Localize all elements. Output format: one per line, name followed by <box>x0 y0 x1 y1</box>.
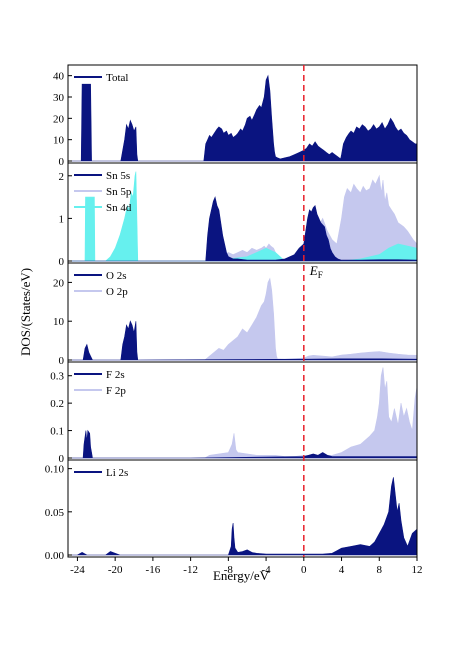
y-tick-label: 20 <box>53 113 65 125</box>
y-tick-label: 40 <box>53 71 65 83</box>
legend-label-f-2s: F 2s <box>106 369 125 381</box>
panel-series-group <box>68 171 417 262</box>
x-tick-label: -12 <box>183 564 198 576</box>
legend-label-sn-5p: Sn 5p <box>106 186 132 198</box>
y-tick-label: 0.05 <box>45 507 65 519</box>
y-axis-label: DOS/(States/eV) <box>18 268 33 356</box>
legend-label-o-2s: O 2s <box>106 270 126 282</box>
y-tick-label: 10 <box>53 316 65 328</box>
y-tick-label: 0 <box>59 156 65 168</box>
x-tick-label: -4 <box>261 564 271 576</box>
fermi-level-subscript: F <box>318 270 323 280</box>
x-tick-label: -20 <box>108 564 123 576</box>
y-tick-label: 0.10 <box>45 464 65 476</box>
panel-series-group <box>68 367 417 459</box>
y-tick-label: 0 <box>59 453 65 465</box>
panel-1: 0 10 20 30 40 Total <box>53 64 418 168</box>
y-tick-label: 0.1 <box>50 426 64 438</box>
legend-label-o-2p: O 2p <box>106 286 128 298</box>
x-tick-label: 8 <box>377 564 383 576</box>
x-tick-label: 12 <box>412 564 423 576</box>
panel-2: 0 1 2 Sn 5s Sn 5p Sn 4d <box>59 162 418 268</box>
fermi-level-symbol: E <box>309 263 318 278</box>
x-tick-label: -8 <box>224 564 234 576</box>
legend-label-sn-5s: Sn 5s <box>106 170 130 182</box>
panel-series-group <box>68 277 417 361</box>
y-tick-label: 30 <box>53 92 65 104</box>
panel-series-group <box>68 74 417 162</box>
x-tick-label: -24 <box>70 564 85 576</box>
y-tick-label: 1 <box>59 213 65 225</box>
x-tick-label: 4 <box>339 564 345 576</box>
series-area-o-2s <box>68 320 417 361</box>
panel-frame <box>67 459 418 558</box>
panel-3: 0 10 20 O 2s O 2p <box>53 262 418 367</box>
panel-4: 0 0.1 0.2 0.3 F 2s F 2p <box>50 361 418 465</box>
legend-label-sn-4d: Sn 4d <box>106 202 132 214</box>
y-tick-label: 0.3 <box>50 371 64 383</box>
y-tick-label: 0 <box>59 355 65 367</box>
series-area-sn-5s <box>68 196 417 262</box>
fermi-level-label: EF <box>309 263 323 280</box>
x-tick-label: -16 <box>146 564 161 576</box>
panel-5: 0.00 0.05 0.10 Li 2s <box>45 459 418 562</box>
x-axis-label: Energy/eV <box>213 568 270 583</box>
series-area-li-2s <box>68 477 417 556</box>
panel-series-group <box>68 477 417 556</box>
y-tick-label: 0.00 <box>45 550 65 562</box>
legend-label-total: Total <box>106 72 128 84</box>
series-area-sn-5p <box>68 174 417 262</box>
series-area-total <box>68 74 417 162</box>
y-tick-label: 0 <box>59 256 65 268</box>
legend-label-f-2p: F 2p <box>106 385 126 397</box>
y-tick-label: 2 <box>59 171 65 183</box>
y-tick-label: 10 <box>53 135 65 147</box>
series-area-f-2s <box>68 429 417 459</box>
y-tick-label: 20 <box>53 277 65 289</box>
y-tick-label: 0.2 <box>50 398 64 410</box>
x-tick-label: 0 <box>301 564 307 576</box>
x-axis: -24 -20 -16 -12 -8 -4 0 4 8 12 <box>70 557 423 576</box>
dos-panels: 0 10 20 30 40 Total 0 1 2 Sn 5s Sn 5p Sn 4d 0 10 20 O 2… <box>45 64 418 562</box>
legend-label-li-2s: Li 2s <box>106 467 128 479</box>
series-area-f-2p <box>68 367 417 459</box>
series-area-o-2p <box>68 277 417 361</box>
